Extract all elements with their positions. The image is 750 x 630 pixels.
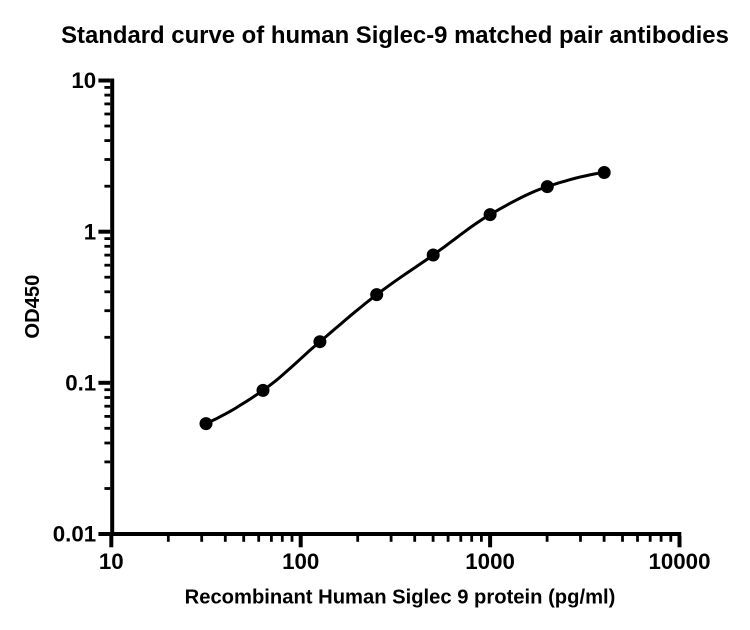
svg-text:10: 10 [71,68,96,93]
svg-text:Recombinant Human Siglec 9 pro: Recombinant Human Siglec 9 protein (pg/m… [185,586,616,608]
svg-text:100: 100 [282,549,319,574]
svg-text:0.01: 0.01 [53,522,96,547]
svg-text:0.1: 0.1 [65,371,96,396]
svg-text:10000: 10000 [648,549,710,574]
svg-text:10: 10 [99,549,124,574]
svg-text:OD450: OD450 [22,275,44,339]
svg-text:1: 1 [84,219,96,244]
svg-text:1000: 1000 [465,549,515,574]
svg-text:Standard curve of human Siglec: Standard curve of human Siglec-9 matched… [61,22,729,49]
